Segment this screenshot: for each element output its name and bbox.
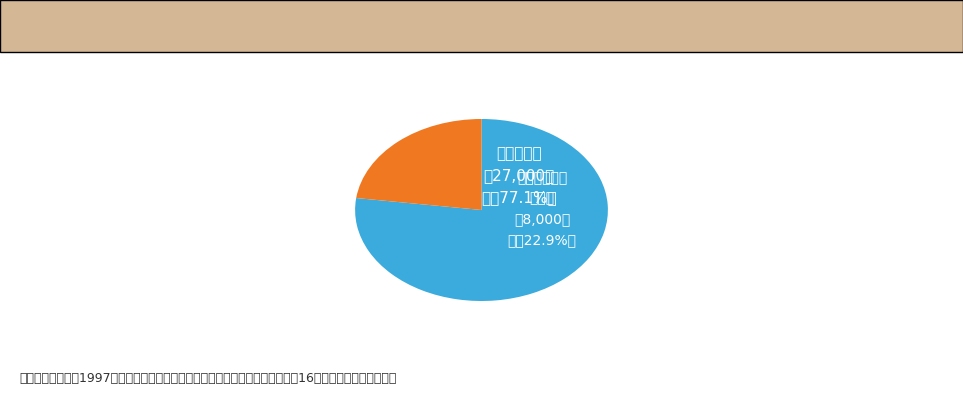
Text: 消防、警察、
自衛隊
約8,000人
（約22.9%）: 消防、警察、 自衛隊 約8,000人 （約22.9%） [508, 171, 577, 247]
FancyBboxPatch shape [5, 3, 116, 49]
Wedge shape [356, 119, 482, 210]
Text: 阪神・淡路大震災における救助の主体と救出者数: 阪神・淡路大震災における救助の主体と救出者数 [135, 16, 372, 34]
Wedge shape [355, 119, 608, 301]
Text: 近隣住民等
約27,000人
（約77.1%）: 近隣住民等 約27,000人 （約77.1%） [482, 146, 558, 206]
Text: 出典：河田惠昭（1997）「大規模地震災害による人的被害の予測」自然科学第16巻第１号より内閣府作成: 出典：河田惠昭（1997）「大規模地震災害による人的被害の予測」自然科学第16巻… [19, 372, 397, 385]
Text: 図表1-1-1: 図表1-1-1 [29, 18, 91, 32]
